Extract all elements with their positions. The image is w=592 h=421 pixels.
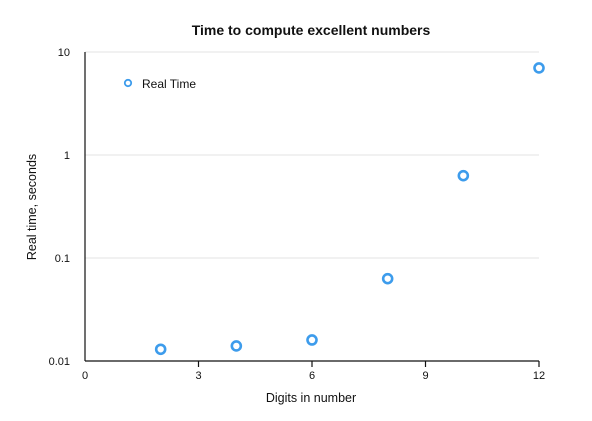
- data-point: [230, 340, 243, 352]
- data-point: [154, 343, 167, 356]
- legend-label-real-time: Real Time: [142, 77, 196, 91]
- y-tick-label: 0.01: [49, 356, 70, 368]
- data-point: [533, 62, 545, 74]
- data-point: [381, 272, 394, 285]
- chart-title: Time to compute excellent numbers: [192, 22, 431, 38]
- data-point: [457, 169, 470, 182]
- x-axis-ticks: 0 3 6 9 12: [82, 361, 545, 382]
- legend-marker-real-time: [123, 78, 133, 88]
- y-tick-label: 10: [58, 47, 70, 59]
- x-tick-label: 6: [309, 370, 315, 382]
- x-tick-label: 9: [422, 370, 428, 382]
- y-axis-title: Real time, seconds: [25, 154, 39, 260]
- x-tick-label: 0: [82, 370, 88, 382]
- x-tick-label: 3: [195, 370, 201, 382]
- x-axis-title: Digits in number: [266, 391, 356, 405]
- x-tick-label: 12: [533, 370, 545, 382]
- legend: Real Time: [123, 77, 196, 91]
- grid: [85, 51, 539, 259]
- series-real-time: [154, 62, 545, 356]
- y-axis-ticks: 0.01 0.1 1 10: [49, 47, 70, 368]
- data-point: [306, 334, 318, 346]
- y-tick-label: 1: [64, 150, 70, 162]
- y-tick-label: 0.1: [55, 253, 70, 265]
